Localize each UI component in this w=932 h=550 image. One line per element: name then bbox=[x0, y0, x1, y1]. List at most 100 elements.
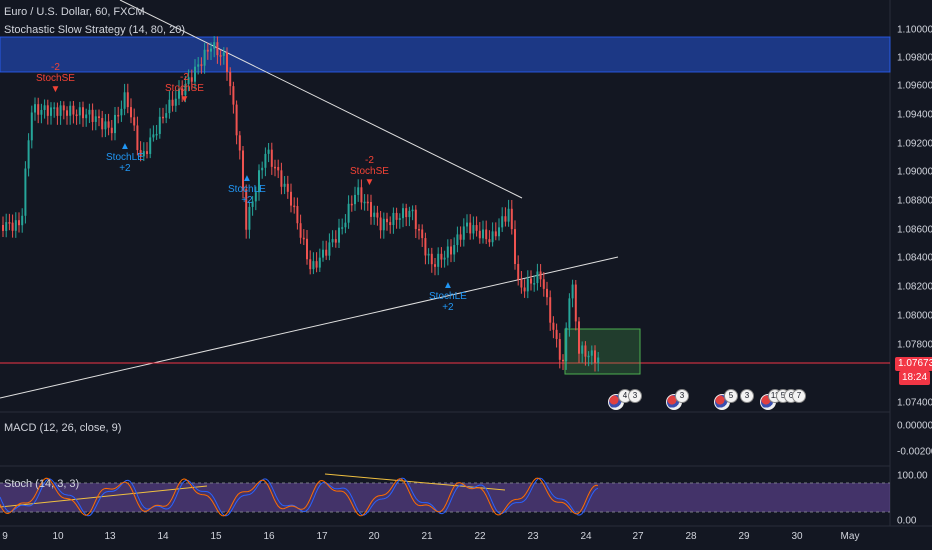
candle-body bbox=[24, 168, 27, 216]
candle-body bbox=[286, 183, 289, 192]
candle-body bbox=[245, 189, 248, 230]
candle-body bbox=[478, 230, 481, 239]
signal-text: StochSE bbox=[165, 83, 204, 94]
event-count[interactable]: 5 bbox=[724, 389, 738, 403]
candle-body bbox=[277, 167, 280, 171]
time-axis-tick: 24 bbox=[580, 531, 592, 542]
symbol-title[interactable]: Euro / U.S. Dollar, 60, FXCM bbox=[4, 6, 145, 18]
candle-body bbox=[510, 208, 513, 230]
signal-qty: +2 bbox=[241, 195, 253, 206]
candle-body bbox=[539, 271, 542, 280]
candle-body bbox=[120, 108, 123, 116]
signal-long: ▲ StochLE +2 bbox=[429, 280, 467, 313]
candle-body bbox=[328, 242, 331, 256]
price-axis-tick: 1.09800 bbox=[897, 52, 932, 64]
candle-body bbox=[402, 208, 404, 219]
candle-body bbox=[194, 66, 196, 82]
candle-body bbox=[386, 218, 388, 223]
candle-body bbox=[37, 104, 40, 115]
candle-body bbox=[53, 107, 56, 109]
stoch-axis-tick: 100.00 bbox=[897, 470, 928, 482]
candle-body bbox=[155, 133, 158, 136]
candle-body bbox=[555, 329, 558, 340]
candle-body bbox=[347, 203, 350, 223]
event-count[interactable]: 7 bbox=[792, 389, 806, 403]
candle-body bbox=[267, 149, 270, 154]
candle-body bbox=[370, 202, 372, 217]
candle-body bbox=[88, 109, 91, 115]
arrow-down-icon: ▼ bbox=[50, 84, 61, 95]
candle-body bbox=[418, 229, 420, 231]
candle-body bbox=[296, 206, 299, 224]
candle-body bbox=[427, 253, 430, 256]
signal-qty: -2 bbox=[180, 72, 189, 83]
candle-body bbox=[280, 170, 283, 187]
candle-body bbox=[411, 209, 414, 212]
event-count[interactable]: 3 bbox=[740, 389, 754, 403]
candle-body bbox=[363, 201, 366, 204]
candle-body bbox=[408, 210, 411, 218]
candle-body bbox=[587, 355, 590, 358]
candle-body bbox=[258, 170, 260, 193]
candle-body bbox=[126, 92, 129, 108]
candle-body bbox=[130, 107, 132, 118]
candle-body bbox=[235, 104, 238, 136]
macd-legend[interactable]: MACD (12, 26, close, 9) bbox=[4, 422, 122, 434]
candle-body bbox=[446, 246, 449, 258]
candle-body bbox=[187, 77, 190, 85]
signal-long: ▲ StochLE +2 bbox=[228, 173, 266, 206]
candle-body bbox=[338, 227, 340, 243]
candle-body bbox=[392, 212, 395, 226]
candle-body bbox=[491, 231, 494, 243]
event-count[interactable]: 3 bbox=[675, 389, 689, 403]
candle-body bbox=[581, 345, 584, 354]
candle-body bbox=[299, 223, 302, 238]
candle-body bbox=[379, 217, 382, 231]
candle-body bbox=[34, 104, 36, 113]
candle-body bbox=[344, 222, 347, 228]
candle-body bbox=[136, 125, 139, 151]
candle-body bbox=[456, 234, 459, 246]
signal-text: StochLE bbox=[228, 184, 266, 195]
signal-short: -2 StochSE ▼ bbox=[350, 155, 389, 188]
candle-body bbox=[50, 107, 52, 116]
candle-body bbox=[203, 49, 206, 66]
signal-qty: +2 bbox=[442, 302, 454, 313]
price-axis-tick: 1.09600 bbox=[897, 80, 932, 92]
candle-body bbox=[219, 55, 222, 57]
candle-body bbox=[574, 284, 577, 322]
candle-body bbox=[434, 264, 436, 267]
candle-body bbox=[139, 150, 142, 157]
price-axis-tick: 1.10000 bbox=[897, 24, 932, 36]
stoch-legend[interactable]: Stoch (14, 3, 3) bbox=[4, 478, 80, 490]
candle-body bbox=[66, 110, 68, 116]
candle-body bbox=[171, 99, 174, 106]
candles-layer bbox=[2, 36, 600, 372]
signal-short: -2 StochSE ▼ bbox=[36, 62, 75, 95]
candle-body bbox=[251, 201, 254, 207]
candle-body bbox=[21, 215, 24, 226]
resistance-zone[interactable] bbox=[0, 36, 891, 73]
strategy-legend[interactable]: Stochastic Slow Strategy (14, 80, 20) bbox=[4, 24, 185, 36]
candle-body bbox=[40, 109, 43, 115]
signal-qty: -2 bbox=[51, 62, 60, 73]
candle-body bbox=[443, 257, 446, 260]
stoch-divergence-line[interactable] bbox=[0, 485, 208, 508]
candle-body bbox=[5, 222, 8, 231]
event-count[interactable]: 3 bbox=[628, 389, 642, 403]
candle-body bbox=[475, 225, 478, 231]
candle-body bbox=[46, 105, 49, 116]
candle-body bbox=[357, 187, 360, 195]
candle-body bbox=[469, 222, 472, 234]
candle-body bbox=[546, 288, 548, 298]
uptrend-line[interactable] bbox=[0, 256, 619, 399]
downtrend-line[interactable] bbox=[119, 0, 523, 199]
candle-body bbox=[222, 52, 225, 56]
target-zone-box[interactable] bbox=[564, 328, 641, 375]
candle-body bbox=[181, 88, 184, 96]
candle-body bbox=[459, 234, 462, 240]
candle-body bbox=[341, 227, 344, 229]
time-axis-tick: 15 bbox=[210, 531, 222, 542]
